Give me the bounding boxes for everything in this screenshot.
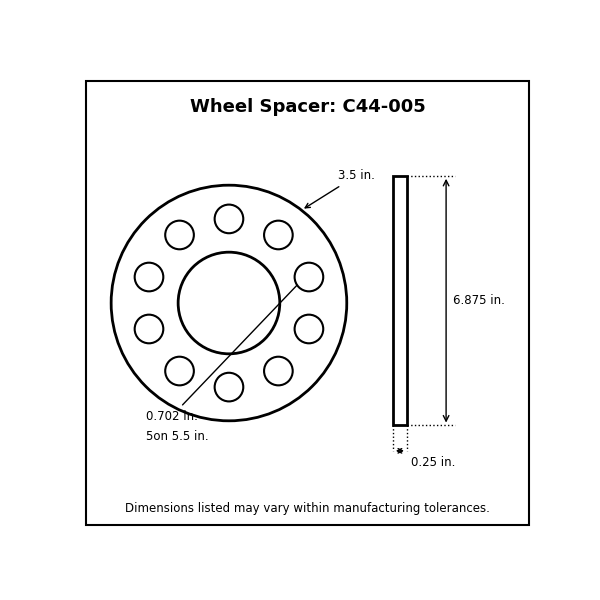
Circle shape: [165, 221, 194, 249]
Bar: [393, 176, 407, 425]
Text: 6.875 in.: 6.875 in.: [453, 294, 505, 307]
Text: Wheel Spacer: C44-005: Wheel Spacer: C44-005: [190, 98, 425, 116]
Circle shape: [178, 252, 280, 354]
Circle shape: [295, 263, 323, 292]
Circle shape: [215, 373, 243, 401]
Circle shape: [264, 221, 293, 249]
Circle shape: [264, 357, 293, 385]
Circle shape: [165, 357, 194, 385]
Text: 5on 5.5 in.: 5on 5.5 in.: [146, 430, 208, 443]
Text: Dimensions listed may vary within manufacturing tolerances.: Dimensions listed may vary within manufa…: [125, 502, 490, 515]
Circle shape: [295, 314, 323, 343]
Text: 0.702 in.: 0.702 in.: [146, 276, 306, 422]
Circle shape: [215, 205, 243, 233]
Text: 0.25 in.: 0.25 in.: [412, 456, 456, 469]
Circle shape: [134, 263, 163, 292]
Circle shape: [111, 185, 347, 421]
Text: 3.5 in.: 3.5 in.: [305, 169, 374, 208]
Circle shape: [134, 314, 163, 343]
